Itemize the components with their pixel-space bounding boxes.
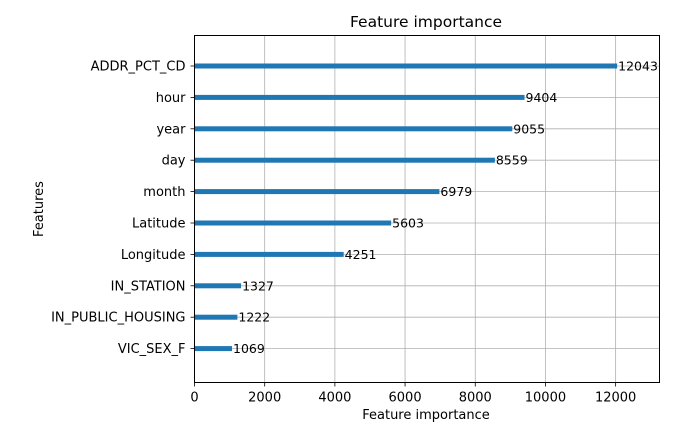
bar [194, 157, 495, 163]
data-label: 1327 [242, 278, 274, 293]
x-tick-label: 4000 [318, 391, 351, 406]
y-tick-label: IN_STATION [111, 279, 186, 294]
x-axis-label: Feature importance [362, 408, 490, 423]
x-ticks: 0 2000 4000 6000 8000 10000 12000 [190, 382, 636, 406]
x-tick-label: 0 [190, 391, 198, 406]
data-label: 8559 [496, 153, 528, 168]
bar [194, 346, 233, 352]
y-tick-label: year [156, 122, 186, 137]
x-tick-label: 2000 [248, 391, 281, 406]
bar [194, 251, 344, 257]
y-tick-label: month [143, 185, 185, 200]
data-label: 9404 [526, 90, 558, 105]
grid-lines [194, 35, 660, 383]
y-tick-label: hour [156, 91, 186, 106]
y-tick-label: day [162, 154, 186, 169]
chart-title: Feature importance [350, 13, 502, 31]
y-tick-label: IN_PUBLIC_HOUSING [51, 311, 185, 326]
y-tick-label: Longitude [121, 248, 186, 263]
bar [194, 126, 513, 132]
data-label: 12043 [618, 59, 658, 74]
y-tick-label: Latitude [132, 217, 186, 232]
data-label: 6979 [440, 184, 472, 199]
data-label: 9055 [513, 121, 545, 136]
y-axis-label: Features [32, 181, 47, 237]
y-tick-label: ADDR_PCT_CD [91, 60, 186, 75]
bar [194, 283, 242, 289]
bar [194, 189, 440, 195]
data-label: 5603 [392, 216, 424, 231]
bars-group [194, 63, 618, 352]
x-tick-label: 8000 [459, 391, 492, 406]
data-label: 1222 [238, 310, 270, 325]
bar [194, 314, 238, 320]
data-label: 4251 [345, 247, 377, 262]
plot-area-frame [194, 35, 660, 383]
value-labels: 12043 9404 9055 8559 6979 5603 4251 1327 1222 106… [233, 59, 658, 357]
x-tick-label: 10000 [525, 391, 566, 406]
x-tick-label: 12000 [595, 391, 636, 406]
x-tick-label: 6000 [389, 391, 422, 406]
bar [194, 63, 618, 69]
data-label: 1069 [233, 341, 265, 356]
bar [194, 220, 392, 226]
y-tick-label: VIC_SEX_F [118, 342, 186, 357]
bar [194, 94, 525, 100]
